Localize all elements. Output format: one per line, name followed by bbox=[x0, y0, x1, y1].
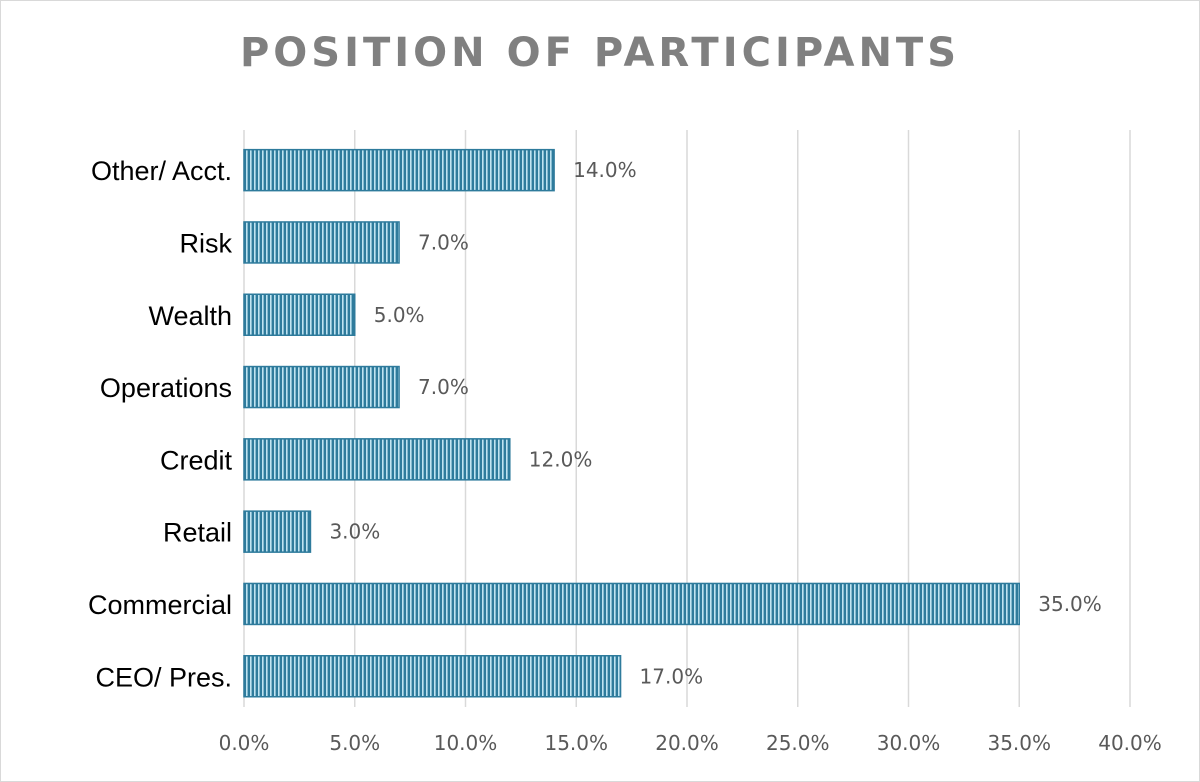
x-tick-label: 30.0% bbox=[877, 731, 941, 755]
value-label: 14.0% bbox=[573, 158, 637, 182]
x-tick-labels: 0.0% 5.0% 10.0% 15.0% 20.0% 25.0% 30.0% 35.0% 40… bbox=[219, 731, 1162, 755]
value-label: 12.0% bbox=[529, 447, 593, 471]
category-label: Retail bbox=[163, 518, 232, 548]
chart-title: POSITION OF PARTICIPANTS bbox=[239, 30, 961, 76]
bar bbox=[243, 655, 622, 698]
category-labels: Other/ Acct. Risk Wealth Operations Credit Re… bbox=[88, 156, 233, 692]
category-label: Credit bbox=[160, 445, 233, 475]
category-label: Commercial bbox=[88, 590, 232, 620]
category-label: CEO/ Pres. bbox=[95, 662, 232, 692]
bar bbox=[243, 221, 400, 264]
value-label: 7.0% bbox=[418, 375, 469, 399]
value-labels: 14.0% 7.0% 5.0% 7.0% 12.0% 3.0% 35.0% 17.0% bbox=[329, 158, 1101, 688]
x-tick-label: 5.0% bbox=[329, 731, 380, 755]
x-tick-label: 0.0% bbox=[219, 731, 270, 755]
bar bbox=[243, 148, 555, 192]
value-label: 3.0% bbox=[329, 520, 380, 544]
bar bbox=[243, 438, 511, 481]
bar bbox=[243, 510, 312, 553]
value-label: 5.0% bbox=[374, 303, 425, 327]
bar bbox=[243, 582, 1020, 626]
bars bbox=[243, 148, 1020, 698]
category-label: Wealth bbox=[148, 301, 232, 331]
x-tick-label: 15.0% bbox=[544, 731, 608, 755]
x-tick-label: 20.0% bbox=[655, 731, 719, 755]
category-label: Operations bbox=[100, 373, 232, 403]
value-label: 35.0% bbox=[1038, 592, 1102, 616]
x-tick-label: 10.0% bbox=[434, 731, 498, 755]
category-label: Other/ Acct. bbox=[91, 156, 232, 186]
value-label: 7.0% bbox=[418, 230, 469, 254]
x-tick-label: 40.0% bbox=[1098, 731, 1162, 755]
category-label: Risk bbox=[180, 228, 233, 258]
bar bbox=[243, 365, 400, 409]
bar bbox=[243, 293, 356, 336]
x-tick-label: 35.0% bbox=[987, 731, 1051, 755]
x-tick-label: 25.0% bbox=[766, 731, 830, 755]
value-label: 17.0% bbox=[640, 664, 704, 688]
